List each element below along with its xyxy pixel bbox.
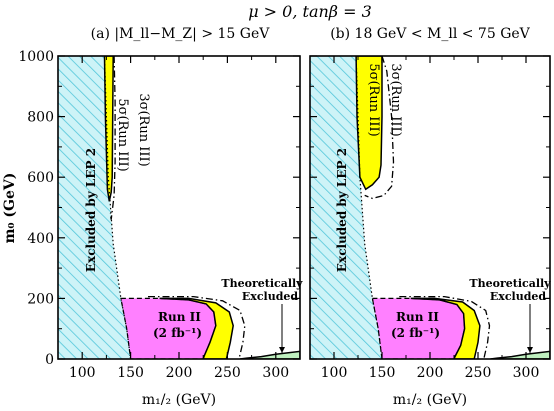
annotation-excluded: Excluded: [490, 290, 547, 303]
x-tick-label: 150: [117, 365, 144, 381]
y-tick-label: 400: [27, 231, 54, 247]
region-5-run-iii: [103, 56, 114, 202]
annotation-5-run-iii: 5σ(Run III): [115, 98, 130, 171]
annotation-excluded-by-lep-2: Excluded by LEP 2: [84, 148, 98, 272]
annotation-excluded-by-lep-2: Excluded by LEP 2: [335, 148, 349, 272]
panel-a: 100 150 200 250 300 0 200 400 600 800 1000 m₁/₂ (Ge…: [18, 49, 303, 408]
annotation-2-fb: (2 fb⁻¹): [153, 326, 202, 340]
plot-area-b: [310, 56, 550, 359]
contour-3sigma-1: [364, 56, 395, 200]
x-tick-label: 200: [417, 365, 444, 381]
y-tick-label: 1000: [18, 49, 54, 65]
x-axis-label: m₁/₂ (GeV): [393, 392, 467, 408]
y-tick-label: 200: [27, 291, 54, 307]
lep-boundary-line: [103, 56, 132, 359]
panel-b-title: (b) 18 GeV < M_ll < 75 GeV: [330, 26, 530, 42]
figure-title: μ > 0, tanβ = 3: [248, 2, 372, 21]
y-tick-label: 0: [45, 352, 54, 368]
annotation-run-ii: Run II: [396, 310, 439, 324]
x-tick-label: 200: [166, 365, 193, 381]
y-tick-label: 600: [27, 170, 54, 186]
region-theoretically-excluded: [490, 350, 550, 359]
arrow-head: [279, 347, 285, 353]
x-tick-label: 250: [465, 365, 492, 381]
x-tick-label: 100: [321, 365, 348, 381]
region-run-iii-5-low-m: [159, 297, 234, 359]
panel-a-title: (a) |M_ll−M_Z| > 15 GeV: [91, 26, 271, 42]
y-axis-label: m₀ (GeV): [2, 173, 18, 244]
annotation-theoretically: Theoretically: [469, 277, 551, 290]
region-excluded-by-lep-2: [58, 56, 131, 359]
annotation-2-fb: (2 fb⁻¹): [391, 326, 440, 340]
annotation-excluded: Excluded: [242, 290, 299, 303]
contour-3sigma-1: [109, 56, 116, 220]
x-tick-label: 150: [369, 365, 396, 381]
plot-area-a: [58, 56, 300, 359]
annotation-run-ii: Run II: [158, 310, 201, 324]
annotation-theoretically: Theoretically: [221, 277, 303, 290]
arrow-head: [527, 347, 533, 353]
panel-b: 100 150 200 250 300 m₁/₂ (GeV) Excluded by LEP…: [309, 55, 551, 408]
region-5-run-iii: [355, 56, 383, 191]
annotation-3-run-iii: 3σ(Run III): [388, 63, 403, 136]
x-tick-label: 300: [262, 365, 289, 381]
x-tick-label: 100: [69, 365, 96, 381]
region-theoretically-excluded: [239, 350, 300, 359]
region-excluded-by-lep-2: [310, 56, 382, 359]
x-tick-label: 300: [513, 365, 540, 381]
x-axis-label: m₁/₂ (GeV): [142, 392, 216, 408]
x-tick-label: 250: [214, 365, 241, 381]
contour-3sigma-2: [399, 295, 491, 359]
annotation-5-run-iii: 5σ(Run III): [366, 63, 381, 136]
contour-3sigma-2: [148, 295, 246, 359]
y-tick-label: 800: [27, 110, 54, 126]
annotation-3-run-iii: 3σ(Run III): [136, 93, 151, 166]
region-run-ii-2-fb: [120, 297, 217, 359]
region-run-iii-5-low-m: [410, 297, 481, 359]
lep-boundary-line: [355, 56, 383, 359]
